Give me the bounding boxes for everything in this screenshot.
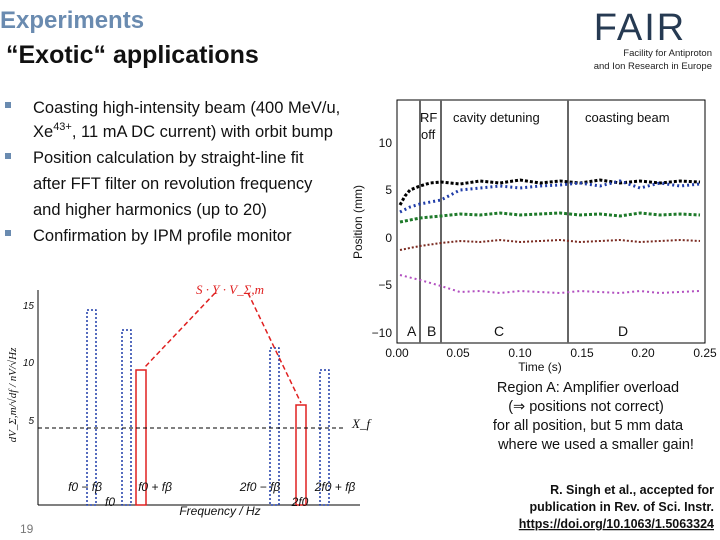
position-plot: RF off cavity detuning coasting beam A B… — [351, 99, 717, 374]
x-label: 2f0 − fβ — [239, 480, 281, 494]
y-tick-label: −10 — [372, 326, 393, 340]
bullet-text: Position calculation by straight-line fi… — [33, 149, 304, 167]
y-axis-label: dV_Σ,m/√df / nV/√Hz — [7, 347, 19, 442]
x-axis-label: Time (s) — [518, 360, 562, 374]
bullet-list: Coasting high-intensity beam (400 MeV/u,… — [5, 99, 340, 245]
x-tick-label: 0.00 — [385, 346, 409, 360]
logo: FAIR — [594, 7, 686, 49]
region-note: Region A: Amplifier overload (⇒ position… — [493, 380, 694, 453]
note-line: Region A: Amplifier overload — [497, 380, 679, 396]
bar-outline — [319, 369, 330, 506]
region-label: D — [618, 323, 628, 339]
bar-outline — [86, 309, 97, 506]
x-label: f0 + fβ — [138, 480, 172, 494]
trace — [399, 238, 701, 251]
bullet-marker — [5, 153, 11, 159]
x-label: f0 − fβ — [68, 480, 102, 494]
x-tick-label: 0.20 — [631, 346, 655, 360]
bullet-marker — [5, 230, 11, 236]
noise-label: X_f — [351, 416, 372, 431]
x-label: 2f0 — [291, 495, 309, 509]
signal-label: S · Y · V_Σ,m — [196, 282, 264, 297]
citation-link[interactable]: https://doi.org/10.1063/1.5063324 — [519, 517, 714, 531]
x-tick-label: 0.25 — [693, 346, 717, 360]
citation: R. Singh et al., accepted for publicatio… — [519, 483, 714, 531]
bar-outline — [121, 329, 132, 506]
y-tick-label: 15 — [23, 301, 35, 312]
x-tick-label: 0.10 — [508, 346, 532, 360]
title: Experiments — [0, 7, 144, 34]
x-axis-label: Frequency / Hz — [179, 504, 260, 518]
signal-bar — [135, 369, 147, 506]
spectrum-diagram: 15 10 5 dV_Σ,m/√df / nV/√Hz S · Y · V_Σ,… — [7, 282, 372, 518]
x-label: f0 — [105, 495, 115, 509]
plot-frame — [396, 99, 706, 344]
y-axis-label: Position (mm) — [351, 185, 365, 259]
y-tick-label: 5 — [28, 416, 34, 427]
bullet-text: Xe43+, 11 mA DC current) with orbit bump — [33, 121, 333, 141]
y-tick-label: 10 — [379, 136, 393, 150]
bullet-text: after FFT filter on revolution frequency — [33, 175, 313, 193]
text: Xe — [33, 123, 53, 141]
region-label: B — [427, 323, 436, 339]
bullet-text: Confirmation by IPM profile monitor — [33, 227, 292, 245]
superscript: 43+ — [53, 121, 72, 133]
y-tick-label: −5 — [378, 278, 392, 292]
x-label: 2f0 + fβ — [314, 480, 356, 494]
citation-line: publication in Rev. of Sci. Instr. — [529, 500, 714, 514]
phase-label: RF — [420, 110, 437, 125]
logo-caption: Facility for Antiproton — [623, 48, 712, 59]
note-line: where we used a smaller gain! — [497, 437, 694, 453]
trace — [399, 211, 701, 224]
x-tick-label: 0.15 — [570, 346, 594, 360]
phase-label: off — [421, 127, 436, 142]
signal-bar — [295, 404, 307, 506]
bar-outline — [269, 347, 280, 506]
bullet-text: Coasting high-intensity beam (400 MeV/u, — [33, 99, 340, 117]
arrow — [143, 292, 216, 369]
region-label: A — [407, 323, 417, 339]
text: , 11 mA DC current) with orbit bump — [72, 123, 333, 141]
page-number: 19 — [20, 522, 34, 536]
bullet-marker — [5, 102, 11, 108]
y-tick-label: 10 — [23, 358, 35, 369]
arrow — [247, 292, 302, 404]
trace — [399, 274, 701, 295]
logo-caption: and Ion Research in Europe — [594, 61, 712, 72]
x-tick-label: 0.05 — [446, 346, 470, 360]
y-tick-label: 0 — [385, 231, 392, 245]
note-line: (⇒ positions not correct) — [508, 399, 664, 415]
citation-line: R. Singh et al., accepted for — [550, 483, 714, 497]
trace — [398, 178, 701, 206]
bullet-text: and higher harmonics (up to 20) — [33, 201, 267, 219]
note-line: for all position, but 5 mm data — [493, 418, 684, 434]
region-label: C — [494, 323, 504, 339]
phase-label: cavity detuning — [453, 110, 540, 125]
y-tick-label: 5 — [385, 183, 392, 197]
text: Coasting high-intensity beam (400 MeV/u, — [33, 99, 340, 117]
subtitle: “Exotic“ applications — [6, 41, 259, 69]
phase-label: coasting beam — [585, 110, 670, 125]
trace — [399, 179, 701, 214]
